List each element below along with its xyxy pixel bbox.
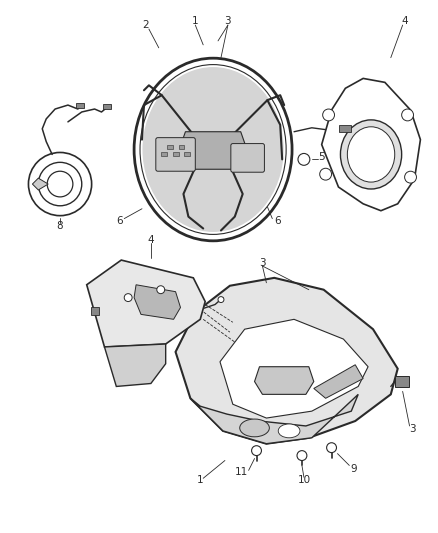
Polygon shape (191, 394, 358, 444)
Text: 6: 6 (274, 215, 281, 225)
Text: 2: 2 (143, 20, 149, 30)
Polygon shape (91, 308, 99, 316)
Text: 3: 3 (409, 424, 416, 434)
Text: 1: 1 (192, 16, 198, 26)
Polygon shape (321, 78, 420, 211)
Ellipse shape (340, 120, 402, 189)
FancyBboxPatch shape (156, 138, 195, 171)
Polygon shape (395, 376, 409, 387)
Polygon shape (167, 144, 173, 149)
Polygon shape (76, 103, 84, 108)
Polygon shape (134, 285, 180, 319)
Circle shape (327, 443, 336, 453)
Polygon shape (105, 344, 166, 386)
Polygon shape (173, 152, 179, 156)
Polygon shape (220, 319, 368, 418)
Ellipse shape (142, 67, 284, 232)
Text: 8: 8 (57, 221, 64, 231)
Circle shape (297, 450, 307, 461)
Polygon shape (314, 365, 363, 398)
Text: 10: 10 (297, 475, 311, 485)
Circle shape (402, 109, 413, 121)
Text: 3: 3 (225, 16, 231, 26)
Text: 3: 3 (259, 258, 266, 268)
Text: 5: 5 (318, 152, 325, 163)
Circle shape (124, 294, 132, 302)
FancyBboxPatch shape (231, 143, 265, 172)
Circle shape (218, 296, 224, 303)
Ellipse shape (278, 424, 300, 438)
Text: 4: 4 (401, 16, 408, 26)
Circle shape (298, 154, 310, 165)
Polygon shape (176, 278, 398, 444)
Polygon shape (32, 178, 48, 190)
Circle shape (323, 109, 335, 121)
Circle shape (405, 171, 417, 183)
Circle shape (251, 446, 261, 456)
Circle shape (320, 168, 332, 180)
Text: 6: 6 (116, 215, 123, 225)
Ellipse shape (347, 127, 395, 182)
Text: 9: 9 (350, 464, 357, 474)
Ellipse shape (240, 419, 269, 437)
Text: 11: 11 (235, 467, 248, 478)
Text: 4: 4 (148, 236, 154, 245)
Polygon shape (87, 260, 205, 347)
Circle shape (157, 286, 165, 294)
Polygon shape (161, 152, 167, 156)
Text: 1: 1 (197, 475, 204, 485)
Polygon shape (179, 144, 184, 149)
Polygon shape (254, 367, 314, 394)
Polygon shape (179, 132, 247, 169)
Polygon shape (103, 104, 111, 109)
Polygon shape (184, 152, 191, 156)
Polygon shape (339, 125, 351, 132)
